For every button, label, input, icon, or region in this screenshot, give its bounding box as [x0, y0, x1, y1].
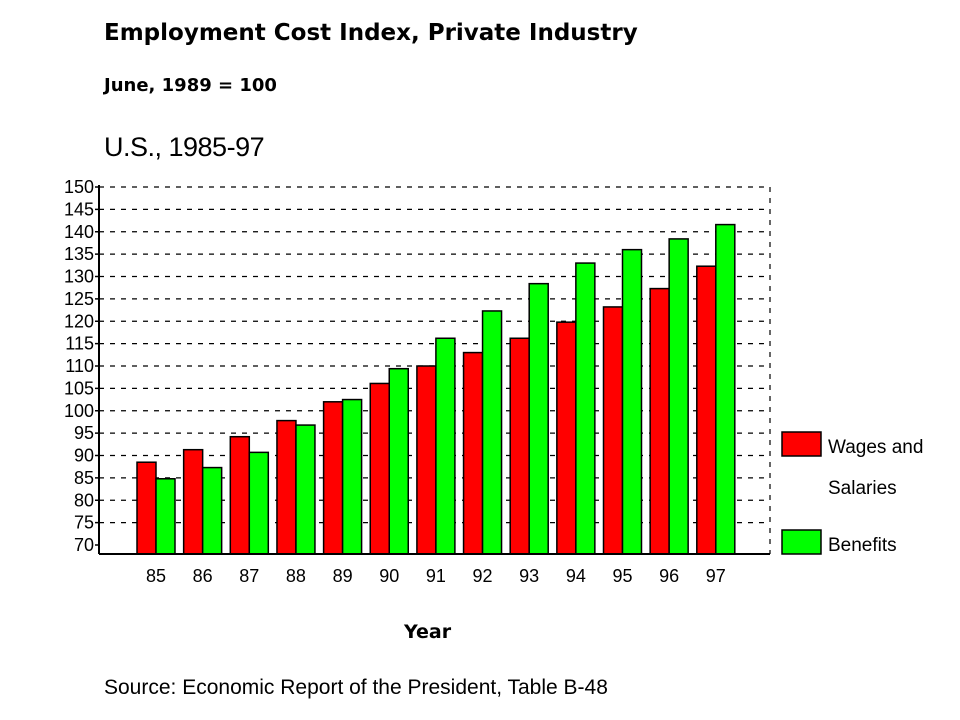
y-tick-label: 145	[64, 199, 94, 219]
bar-wages-and-salaries	[462, 351, 484, 555]
bar-wages-and-salaries	[369, 382, 390, 555]
legend-label-wages-and-salaries: Salaries	[828, 478, 897, 499]
y-tick-label: 90	[74, 446, 94, 466]
chart-region-label: U.S., 1985-97	[104, 132, 265, 162]
bar-wages-and-salaries	[696, 265, 717, 555]
bar-benefits	[528, 282, 549, 555]
y-tick-label: 130	[64, 267, 94, 287]
y-tick-label: 80	[74, 490, 94, 510]
bar-wages-and-salaries	[182, 448, 204, 555]
y-tick-label: 75	[74, 513, 94, 533]
y-tick-label: 125	[64, 289, 94, 309]
x-tick-label: 95	[612, 566, 632, 586]
legend-swatch-wages-and-salaries	[781, 431, 822, 457]
x-tick-label: 87	[239, 566, 259, 586]
bar-benefits	[155, 478, 176, 555]
legend-label-wages-and-salaries: Wages and	[828, 437, 923, 458]
y-tick-label: 150	[64, 177, 94, 197]
chart-title: Employment Cost Index, Private Industry	[104, 20, 638, 46]
bar-wages-and-salaries	[276, 419, 297, 555]
source-note: Source: Economic Report of the President…	[104, 676, 608, 699]
y-tick-label: 70	[74, 535, 94, 555]
y-tick-label: 115	[65, 334, 94, 354]
bar-benefits	[715, 223, 736, 555]
bar-wages-and-salaries	[649, 287, 670, 555]
bar-benefits	[575, 262, 596, 555]
y-tick-label: 140	[64, 222, 94, 242]
bar-wages-and-salaries	[136, 461, 157, 555]
bar-wages-and-salaries	[322, 401, 344, 555]
axes	[95, 185, 770, 555]
y-tick-label: 135	[64, 244, 94, 264]
bar-benefits	[668, 238, 689, 555]
bar-benefits	[435, 337, 456, 555]
bar-wages-and-salaries	[416, 365, 437, 555]
bar-benefits	[388, 367, 409, 555]
y-tick-label: 110	[65, 356, 94, 376]
legend-swatch-benefits	[781, 529, 822, 555]
x-tick-label: 91	[426, 566, 446, 586]
y-tick-label: 95	[74, 423, 94, 443]
bar-wages-and-salaries	[509, 337, 530, 555]
bar-wages-and-salaries	[556, 321, 577, 555]
x-tick-label: 90	[379, 566, 399, 586]
bar-benefits	[621, 248, 643, 555]
legend: Wages and Salaries Benefits	[781, 431, 923, 556]
x-tick-label: 86	[193, 566, 213, 586]
bar-wages-and-salaries	[602, 306, 624, 555]
x-tick-label: 89	[333, 566, 353, 586]
x-tick-label: 93	[519, 566, 539, 586]
legend-label-benefits: Benefits	[828, 535, 897, 556]
bar-benefits	[481, 310, 503, 555]
y-tick-label: 85	[74, 468, 94, 488]
bar-benefits	[341, 398, 363, 555]
y-tick-label: 100	[64, 401, 94, 421]
y-tick-label: 120	[64, 311, 94, 331]
y-tick-label: 105	[64, 378, 94, 398]
x-tick-label: 94	[566, 566, 586, 586]
x-axis-label: Year	[404, 621, 452, 643]
x-tick-label: 97	[706, 566, 726, 586]
x-tick-label: 85	[146, 566, 166, 586]
bar-benefits	[201, 466, 223, 555]
x-tick-label: 88	[286, 566, 306, 586]
bar-benefits	[248, 451, 270, 555]
x-tick-label: 92	[473, 566, 493, 586]
bar-benefits	[295, 424, 316, 555]
x-tick-labels: 85 86 87 88 89 90 91 92 93 94 95 96 97	[146, 566, 726, 586]
x-tick-label: 96	[659, 566, 679, 586]
bar-wages-and-salaries	[229, 435, 251, 555]
bars	[136, 223, 736, 555]
chart-subtitle: June, 1989 = 100	[104, 75, 277, 96]
